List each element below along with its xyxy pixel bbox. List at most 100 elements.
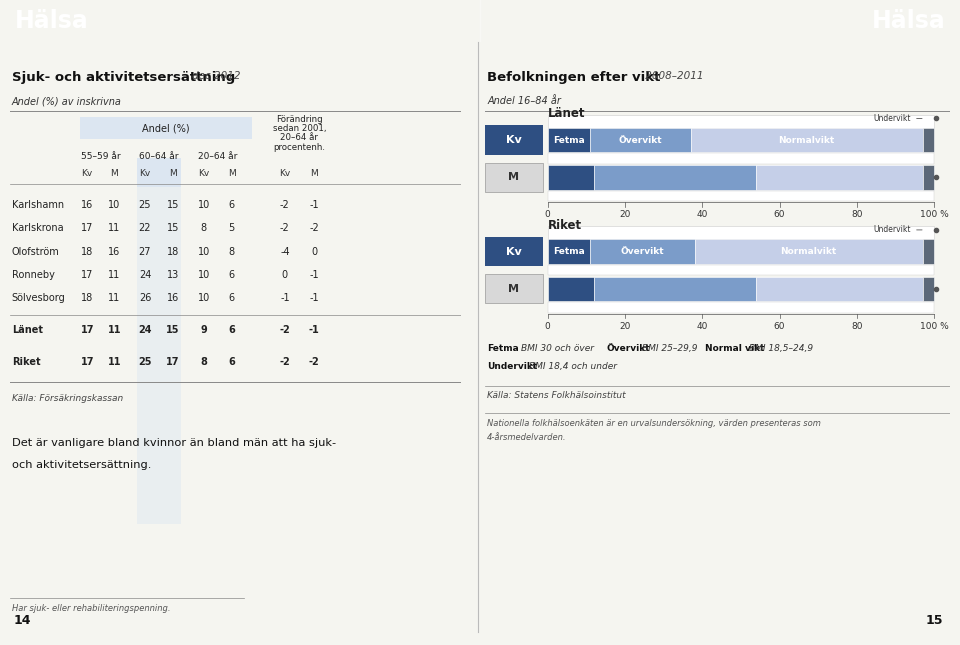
Text: Nationella folkhälsoenkäten är en urvalsundersökning, värden presenteras som: Nationella folkhälsoenkäten är en urvals… <box>487 419 821 428</box>
Bar <box>756 165 923 190</box>
Text: Länet: Länet <box>12 324 43 335</box>
Text: M: M <box>110 170 118 179</box>
Text: 25: 25 <box>138 357 152 368</box>
Text: 6: 6 <box>228 324 235 335</box>
Text: sedan 2001,: sedan 2001, <box>273 124 326 134</box>
Text: 11: 11 <box>108 223 120 233</box>
Text: 17: 17 <box>166 357 180 368</box>
Text: M: M <box>228 170 235 179</box>
Text: M: M <box>169 170 177 179</box>
Text: Övervikt: Övervikt <box>607 344 651 353</box>
Text: Normalvikt: Normalvikt <box>780 247 836 256</box>
Text: Undervikt: Undervikt <box>874 225 922 234</box>
Text: 13: 13 <box>167 270 180 280</box>
Text: 24: 24 <box>138 324 152 335</box>
Text: 20: 20 <box>619 210 631 219</box>
Text: -2: -2 <box>309 357 320 368</box>
Text: 11: 11 <box>108 324 121 335</box>
Text: 10: 10 <box>108 200 120 210</box>
Bar <box>594 165 756 190</box>
Text: 22: 22 <box>138 223 152 233</box>
Text: -1: -1 <box>309 293 319 303</box>
Text: Övervikt: Övervikt <box>618 135 662 144</box>
Text: Undervikt: Undervikt <box>874 114 922 123</box>
Text: Hälsa: Hälsa <box>872 9 946 33</box>
Text: Kv: Kv <box>279 170 291 179</box>
Text: 17: 17 <box>81 324 94 335</box>
Bar <box>485 163 543 192</box>
Text: Normal vikt: Normal vikt <box>705 344 764 353</box>
Text: 11: 11 <box>108 293 120 303</box>
Text: 40: 40 <box>697 322 708 330</box>
Text: 0: 0 <box>544 322 550 330</box>
Text: Kv: Kv <box>506 135 522 145</box>
Text: Länet: Länet <box>547 107 586 120</box>
Text: 18: 18 <box>81 246 93 257</box>
Text: Övervikt: Övervikt <box>620 247 664 256</box>
Bar <box>547 154 934 164</box>
Text: -2: -2 <box>279 324 290 335</box>
Text: 60–64 år: 60–64 år <box>139 152 179 161</box>
Text: 9: 9 <box>201 324 207 335</box>
Text: Andel 16–84 år: Andel 16–84 år <box>487 96 561 106</box>
Text: Fetma: Fetma <box>553 247 585 256</box>
Bar <box>923 128 934 152</box>
Text: 80: 80 <box>852 210 863 219</box>
Text: 18: 18 <box>81 293 93 303</box>
Text: M: M <box>310 170 318 179</box>
Text: Fetma: Fetma <box>553 135 585 144</box>
Text: 0: 0 <box>311 246 317 257</box>
Text: 20: 20 <box>619 322 631 330</box>
Text: Kv: Kv <box>506 246 522 257</box>
Text: BMI 18,5–24,9: BMI 18,5–24,9 <box>749 344 813 353</box>
Bar <box>690 128 923 152</box>
Text: -4: -4 <box>280 246 290 257</box>
Text: Riket: Riket <box>12 357 40 368</box>
Text: BMI 18,4 och under: BMI 18,4 och under <box>529 362 617 371</box>
Text: 40: 40 <box>697 210 708 219</box>
Text: 24: 24 <box>139 270 151 280</box>
Text: -2: -2 <box>309 223 319 233</box>
Text: 5: 5 <box>228 223 234 233</box>
Text: 16: 16 <box>108 246 120 257</box>
Text: M: M <box>509 284 519 294</box>
Text: Det är vanligare bland kvinnor än bland män att ha sjuk-: Det är vanligare bland kvinnor än bland … <box>12 439 336 448</box>
Text: procentenh.: procentenh. <box>274 143 325 152</box>
Text: 15: 15 <box>167 200 180 210</box>
Text: dec 2012: dec 2012 <box>192 70 241 81</box>
Text: Karlskrona: Karlskrona <box>12 223 63 233</box>
Text: Sölvesborg: Sölvesborg <box>12 293 65 303</box>
Text: Andel (%) av inskrivna: Andel (%) av inskrivna <box>12 96 122 106</box>
Bar <box>547 165 594 190</box>
Text: 10: 10 <box>198 293 209 303</box>
Bar <box>756 277 923 301</box>
Text: 0: 0 <box>282 270 288 280</box>
Bar <box>547 265 934 275</box>
Text: 10: 10 <box>198 246 209 257</box>
Text: 15: 15 <box>925 615 944 628</box>
Text: -1: -1 <box>280 293 290 303</box>
Text: Hälsa: Hälsa <box>14 9 88 33</box>
Text: Kv: Kv <box>198 170 209 179</box>
Text: 14: 14 <box>13 615 31 628</box>
Text: M: M <box>509 172 519 183</box>
Text: Sjuk- och aktivitetsersättning: Sjuk- och aktivitetsersättning <box>12 70 235 84</box>
Bar <box>694 239 923 264</box>
Bar <box>590 128 690 152</box>
FancyBboxPatch shape <box>137 186 180 524</box>
Text: Undervikt: Undervikt <box>487 362 538 371</box>
Text: 8: 8 <box>201 223 206 233</box>
Text: Riket: Riket <box>547 219 582 232</box>
Text: Fetma: Fetma <box>487 344 518 353</box>
Text: -1: -1 <box>309 270 319 280</box>
Text: Normalvikt: Normalvikt <box>779 135 834 144</box>
Text: 100 %: 100 % <box>920 322 948 330</box>
Text: 2008–2011: 2008–2011 <box>642 70 704 81</box>
Text: -2: -2 <box>280 200 290 210</box>
FancyBboxPatch shape <box>137 158 180 187</box>
Text: Karlshamn: Karlshamn <box>12 200 64 210</box>
Text: 4-årsmedelvarden.: 4-årsmedelvarden. <box>487 433 566 442</box>
Text: 55–59 år: 55–59 år <box>81 152 121 161</box>
Bar <box>547 191 934 201</box>
Text: 20–64 år: 20–64 år <box>198 152 237 161</box>
